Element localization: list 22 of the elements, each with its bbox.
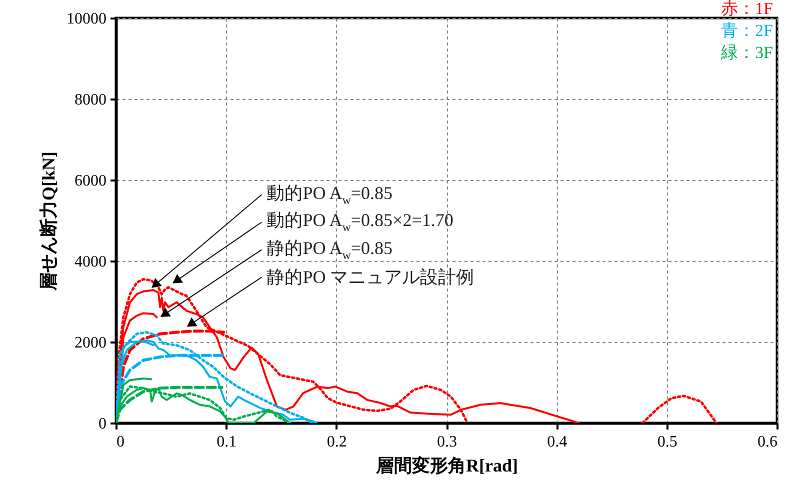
y-tick-label: 8000 [74,92,106,108]
y-tick-label: 2000 [74,334,106,352]
x-axis-title: 層間変形角R[rad] [375,456,518,476]
annotation: 動的PO A$_{w}$=0.85 [266,182,393,206]
text: 赤：1F [721,0,773,18]
annotation: 動的PO A$_{w}$=0.85×2=1.70 [266,210,454,234]
annotation: 静的PO マニュアル設計例 [266,267,474,288]
y-tick-label: 6000 [74,172,106,190]
y-axis-title: 層せん断力Q[kN] [38,152,58,292]
x-tick-label: 0.4 [547,434,568,450]
text: 緑：3F [720,43,773,62]
x-tick-label: 0.2 [326,434,347,450]
text: 青：2F [721,21,773,40]
y-tick-label: 4000 [74,254,106,270]
x-tick-label: 0 [116,434,124,450]
annotation: 静的PO A$_{w}$=0.85 [266,238,393,262]
x-tick-label: 0.1 [216,434,237,450]
y-tick-label: 10000 [66,10,106,28]
x-tick-label: 0.6 [758,434,778,450]
x-tick-label: 0.3 [437,434,457,450]
y-tick-label: 0 [98,416,106,432]
x-tick-label: 0.5 [657,434,678,450]
